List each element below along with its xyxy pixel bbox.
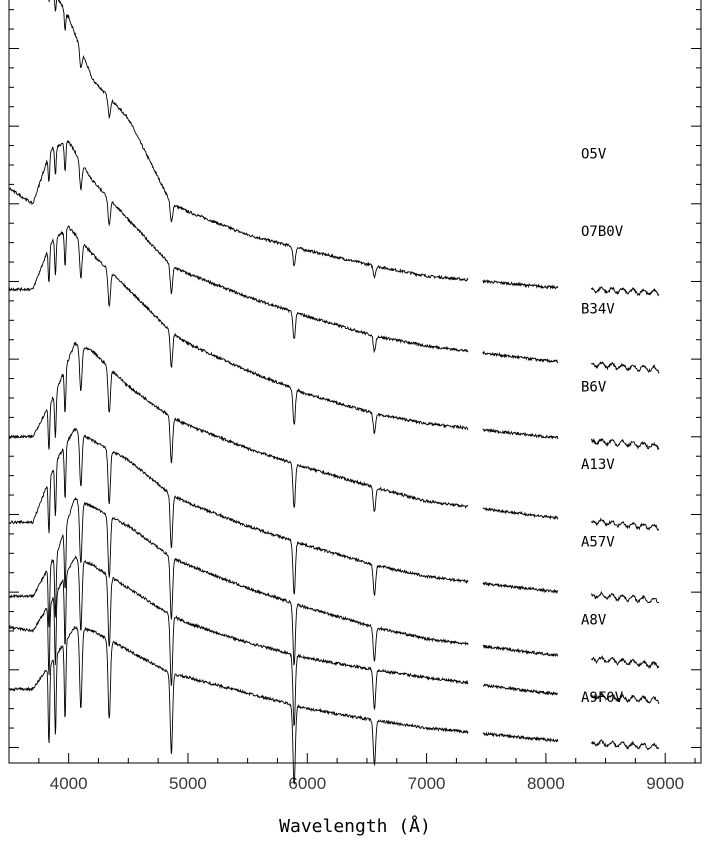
series-layer (8, 0, 660, 785)
spectrum-line (8, 427, 660, 604)
ticks-layer: 4000 5000 6000 7000 8000 9000 (8, 9, 701, 793)
spectrum-label: O5V (581, 146, 607, 162)
spectrum-label: O7B0V (581, 224, 624, 240)
spectrum-line (8, 496, 660, 670)
spectrum-label: A9F0V (581, 690, 624, 706)
labels-layer: O5V O7B0V B34V B6V A13V A57V A8V A9F0V (581, 146, 624, 706)
spectrum-line (8, 341, 660, 531)
x-tick-label: 9000 (646, 774, 684, 793)
x-axis-title: Wavelength (Å) (279, 815, 431, 837)
x-tick-label: 8000 (527, 774, 565, 793)
spectrum-label: A57V (581, 535, 615, 551)
spectrum-line (8, 139, 660, 375)
x-tick-label: 5000 (169, 774, 207, 793)
spectrum-label: B34V (581, 302, 615, 318)
x-tick-label: 6000 (288, 774, 326, 793)
plot-frame (8, 0, 702, 764)
x-tick-label: 7000 (408, 774, 446, 793)
spectrum-label: A8V (581, 612, 607, 628)
spectrum-label: B6V (581, 379, 607, 395)
x-tick-label: 4000 (50, 774, 88, 793)
spectrum-label: A13V (581, 457, 615, 473)
spectrum-line (48, 0, 660, 297)
spectrum-line (8, 626, 660, 785)
spectrum-line (8, 555, 660, 727)
spectrum-line (8, 225, 660, 451)
